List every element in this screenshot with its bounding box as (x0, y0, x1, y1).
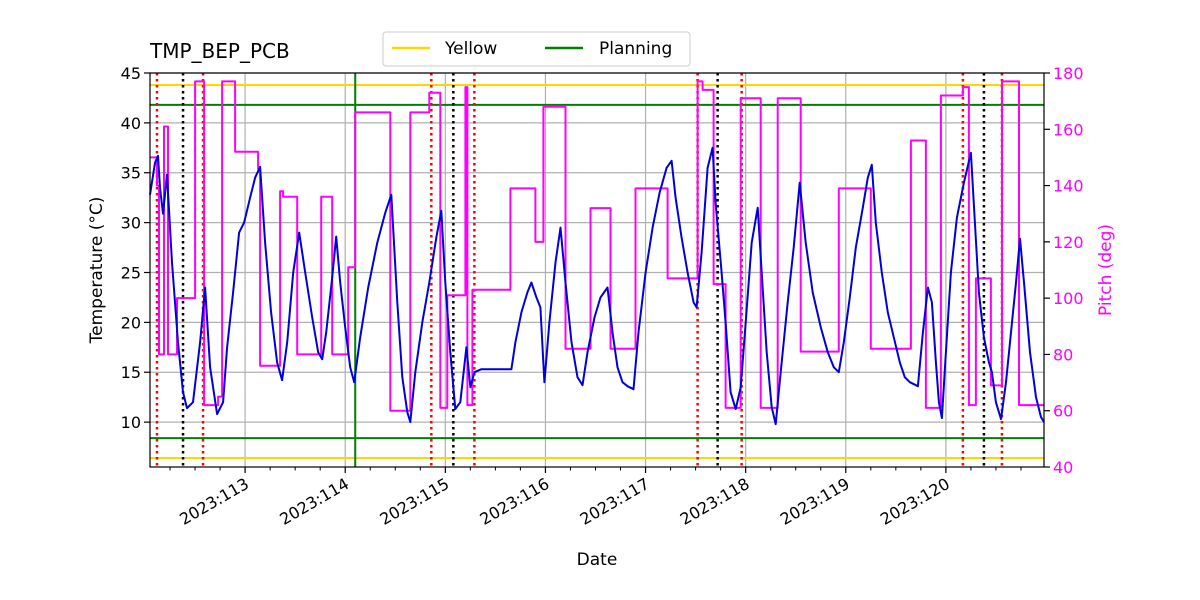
x-axis-title: Date (577, 550, 618, 570)
legend-label-planning: Planning (599, 39, 672, 59)
y-tick-label: 20 (121, 313, 141, 332)
legend-box (382, 31, 691, 67)
series-line-pitch (150, 80, 1044, 412)
y-tick-label: 25 (121, 263, 141, 282)
y2-axis-title: Pitch (deg) (1096, 224, 1116, 316)
y-axis-title: Temperature (°C) (87, 197, 107, 345)
y2-tick-label: 40 (1053, 458, 1073, 477)
y-tick-label: 15 (121, 363, 141, 382)
legend-label-yellow: Yellow (444, 39, 497, 59)
series-layer (149, 80, 1045, 426)
y-tick-label: 40 (121, 114, 141, 133)
y-tick-label: 30 (121, 214, 141, 233)
plot-frame (149, 72, 1045, 468)
y2-tick-label: 100 (1053, 289, 1084, 308)
legend: Yellow Planning (382, 31, 691, 67)
y-axis-right: 40 60 80 100 120 140 160 180 (1044, 64, 1084, 477)
y-tick-label: 35 (121, 164, 141, 183)
y2-tick-label: 80 (1053, 345, 1073, 364)
grid (150, 72, 1044, 467)
y-axis-left: 10 15 20 25 30 35 40 45 (121, 64, 150, 432)
y2-tick-label: 140 (1053, 177, 1084, 196)
series-line-temperature (149, 146, 1045, 426)
chart-title: TMP_BEP_PCB (149, 39, 290, 63)
y-tick-label: 10 (121, 413, 141, 432)
y2-tick-label: 120 (1053, 233, 1084, 252)
y2-tick-label: 180 (1053, 64, 1084, 83)
y2-tick-label: 160 (1053, 120, 1084, 139)
y-tick-label: 45 (121, 64, 141, 83)
y2-tick-label: 60 (1053, 402, 1073, 421)
